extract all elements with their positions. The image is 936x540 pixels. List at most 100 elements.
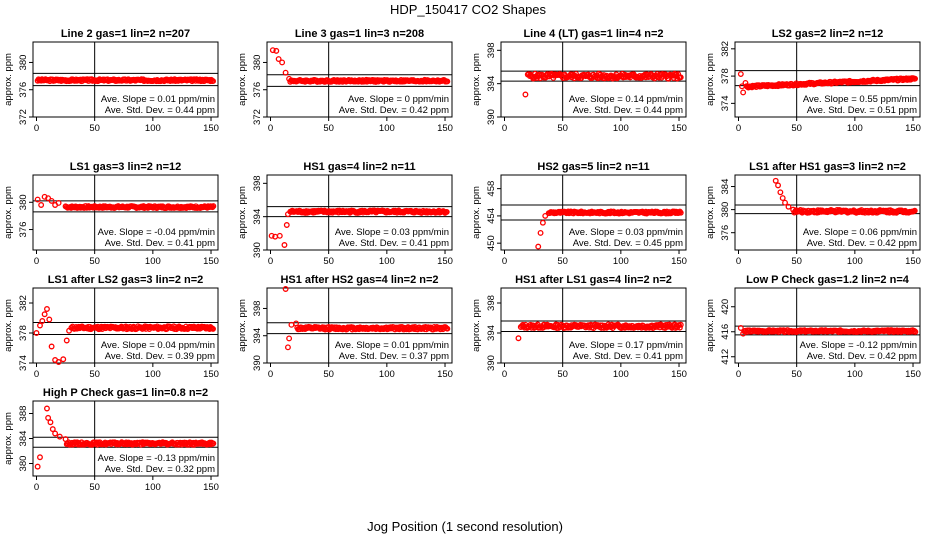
- data-point: [539, 219, 546, 226]
- x-tick-label: 100: [847, 369, 863, 380]
- data-point: [522, 91, 529, 98]
- x-tick-label: 150: [437, 256, 453, 267]
- x-tick-label: 50: [791, 369, 802, 380]
- data-point: [47, 419, 54, 426]
- chart-panel: LS1 gas=3 lin=2 n=12 0 50 100 150 376 380 appro…: [3, 161, 219, 267]
- chart-panel: LS1 after LS2 gas=3 lin=2 n=2 0 50 100 150 37…: [3, 274, 219, 380]
- panels-container: Line 2 gas=1 lin=2 n=207 0 50 100 150 372 376 3…: [3, 28, 921, 493]
- y-axis-label: approx. ppm: [237, 186, 248, 239]
- y-tick-label: 394: [252, 328, 263, 344]
- x-tick-label: 100: [847, 256, 863, 267]
- data-point: [282, 69, 289, 76]
- y-tick-label: 390: [252, 242, 263, 258]
- x-tick-label: 150: [437, 123, 453, 134]
- y-tick-label: 390: [486, 109, 497, 125]
- x-tick-label: 100: [613, 369, 629, 380]
- y-tick-label: 458: [486, 181, 497, 197]
- data-point: [56, 433, 63, 440]
- std-dev-annotation: Ave. Std. Dev. = 0.44 ppm: [105, 105, 215, 116]
- y-axis-label: approx. ppm: [3, 412, 14, 465]
- y-tick-label: 374: [720, 95, 731, 111]
- data-point: [55, 200, 62, 206]
- x-tick-label: 100: [379, 369, 395, 380]
- plot-frame: [734, 287, 921, 364]
- std-dev-annotation: Ave. Std. Dev. = 0.42 ppm: [339, 105, 449, 116]
- panel-title: Low P Check gas=1.2 lin=2 n=4: [746, 274, 910, 286]
- y-tick-label: 380: [18, 456, 29, 472]
- y-tick-label: 420: [720, 299, 731, 315]
- x-tick-label: 100: [847, 123, 863, 134]
- slope-annotation: Ave. Slope = 0.01 ppm/min: [101, 94, 215, 105]
- slope-annotation: Ave. Slope = 0.01 ppm/min: [335, 340, 449, 351]
- panel-title: HS1 after LS1 gas=4 lin=2 n=2: [515, 274, 672, 286]
- slope-annotation: Ave. Slope = 0.55 ppm/min: [803, 94, 917, 105]
- slope-annotation: Ave. Slope = 0.17 ppm/min: [569, 340, 683, 351]
- data-point: [740, 89, 747, 96]
- chart-panel: LS2 gas=2 lin=2 n=12 0 50 100 150 374 378 382 ap…: [705, 28, 921, 134]
- data-point: [911, 207, 918, 214]
- data-point: [45, 414, 52, 421]
- x-tick-label: 50: [89, 369, 100, 380]
- data-point: [63, 337, 70, 344]
- data-point: [775, 182, 782, 189]
- x-tick-label: 150: [905, 256, 921, 267]
- data-point: [37, 322, 43, 329]
- data-point: [269, 47, 276, 54]
- data-point: [210, 203, 217, 210]
- slope-annotation: Ave. Slope = 0.06 ppm/min: [803, 227, 917, 238]
- data-point: [268, 232, 275, 239]
- data-point: [46, 316, 53, 323]
- x-tick-label: 100: [613, 123, 629, 134]
- y-tick-label: 398: [252, 301, 263, 317]
- x-tick-label: 50: [323, 369, 334, 380]
- x-tick-label: 50: [791, 256, 802, 267]
- chart-panel: HS2 gas=5 lin=2 n=11 0 50 100 150 450 454 458 ap…: [471, 161, 687, 267]
- x-tick-label: 0: [502, 123, 507, 134]
- x-tick-label: 50: [557, 369, 568, 380]
- y-tick-label: 454: [486, 208, 497, 224]
- y-axis-label: approx. ppm: [705, 53, 716, 106]
- y-axis-label: approx. ppm: [3, 186, 14, 239]
- x-tick-label: 150: [203, 123, 219, 134]
- data-point: [677, 74, 684, 81]
- data-point: [52, 430, 59, 437]
- std-dev-annotation: Ave. Std. Dev. = 0.44 ppm: [573, 105, 683, 116]
- data-point: [33, 330, 40, 336]
- data-point: [443, 208, 450, 215]
- slope-annotation: Ave. Slope = 0.04 ppm/min: [101, 340, 215, 351]
- x-tick-label: 150: [671, 256, 687, 267]
- data-point: [535, 243, 542, 250]
- y-tick-label: 398: [486, 295, 497, 311]
- x-tick-label: 150: [671, 369, 687, 380]
- data-point: [282, 286, 289, 292]
- x-tick-label: 150: [905, 123, 921, 134]
- data-point: [283, 222, 290, 228]
- chart-panel: Line 2 gas=1 lin=2 n=207 0 50 100 150 372 376 3…: [3, 28, 219, 134]
- data-point: [912, 75, 919, 82]
- data-point: [34, 196, 41, 203]
- panel-title: Line 2 gas=1 lin=2 n=207: [61, 28, 190, 40]
- data-point: [542, 212, 549, 219]
- data-point: [281, 242, 288, 248]
- y-tick-label: 384: [18, 431, 29, 447]
- x-tick-label: 0: [268, 256, 273, 267]
- y-tick-label: 450: [486, 235, 497, 251]
- data-point: [41, 311, 48, 318]
- figure-title: HDP_150417 CO2 Shapes: [390, 2, 547, 17]
- x-tick-label: 0: [34, 123, 39, 134]
- y-axis-label: approx. ppm: [237, 53, 248, 106]
- x-tick-label: 0: [34, 482, 39, 493]
- std-dev-annotation: Ave. Std. Dev. = 0.41 ppm: [105, 238, 215, 249]
- slope-annotation: Ave. Slope = -0.04 ppm/min: [98, 227, 215, 238]
- plot-frame: [32, 287, 219, 364]
- chart-panel: Low P Check gas=1.2 lin=2 n=4 0 50 100 150 41…: [705, 274, 921, 380]
- x-tick-label: 0: [502, 369, 507, 380]
- x-tick-label: 150: [905, 369, 921, 380]
- std-dev-annotation: Ave. Std. Dev. = 0.41 ppm: [573, 351, 683, 362]
- panel-title: HS1 gas=4 lin=2 n=11: [303, 161, 415, 173]
- data-point: [677, 209, 684, 216]
- chart-panel: HS1 after LS1 gas=4 lin=2 n=2 0 50 100 150 39…: [471, 274, 687, 380]
- panel-title: HS2 gas=5 lin=2 n=11: [537, 161, 649, 173]
- x-tick-label: 100: [613, 256, 629, 267]
- data-point: [39, 318, 46, 324]
